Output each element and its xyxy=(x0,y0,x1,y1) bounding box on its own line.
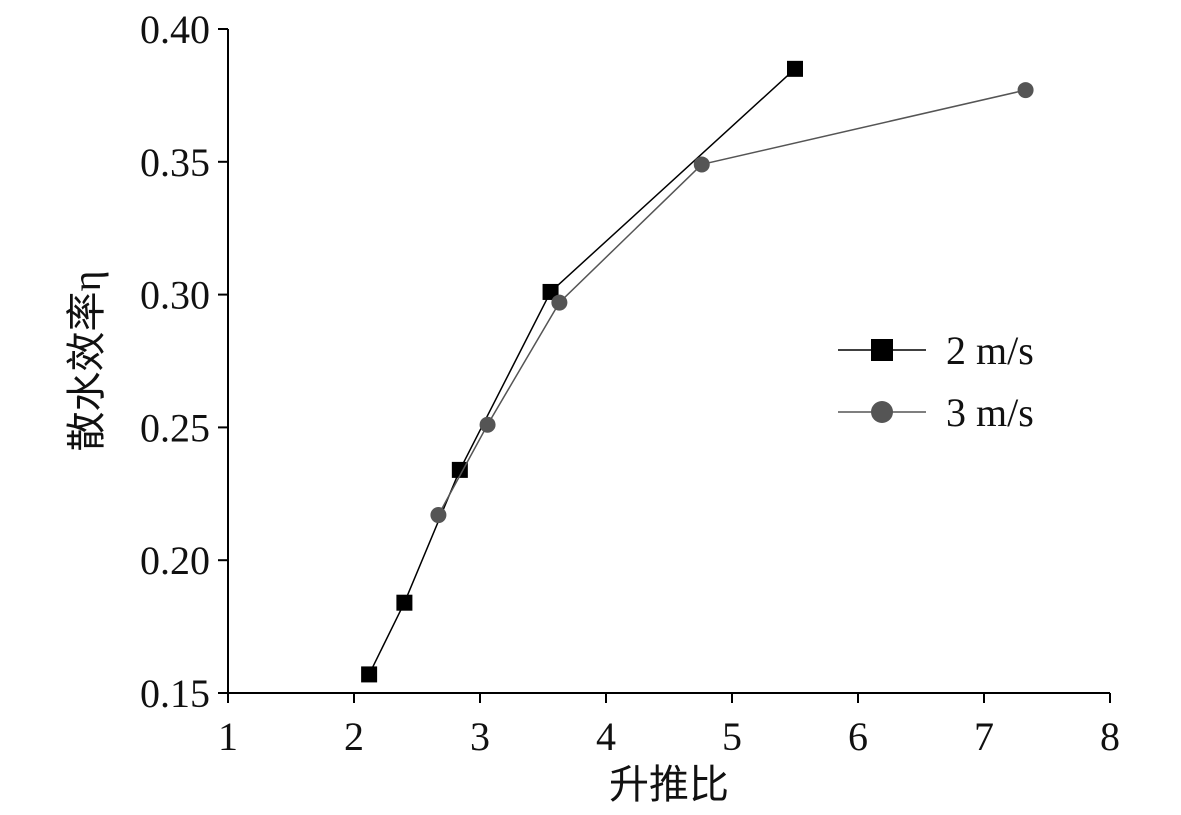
series-line xyxy=(437,89,1026,516)
x-axis-title: 升推比 xyxy=(609,762,729,807)
data-point xyxy=(430,507,447,524)
y-tick-label: 0.30 xyxy=(140,273,210,318)
data-point xyxy=(551,294,568,311)
y-tick-label: 0.20 xyxy=(140,538,210,583)
x-tick-label: 7 xyxy=(974,714,994,759)
data-point xyxy=(1017,82,1034,99)
legend-label: 2 m/s xyxy=(946,328,1034,373)
legend-marker xyxy=(871,339,893,361)
data-point xyxy=(396,594,413,611)
series-line xyxy=(368,68,796,675)
y-tick-label: 0.15 xyxy=(140,671,210,716)
x-tick-label: 6 xyxy=(848,714,868,759)
data-point xyxy=(693,156,710,173)
data-point xyxy=(787,60,803,77)
x-tick-label: 1 xyxy=(218,714,238,759)
x-tick-label: 8 xyxy=(1100,714,1120,759)
data-point xyxy=(451,461,468,478)
legend-label: 3 m/s xyxy=(946,390,1034,435)
y-axis-title: 散水效率η xyxy=(64,271,109,452)
x-tick-label: 5 xyxy=(722,714,742,759)
y-tick-label: 0.25 xyxy=(140,405,210,450)
data-point xyxy=(542,283,559,300)
data-point xyxy=(479,416,496,433)
data-point xyxy=(361,666,378,683)
y-tick-label: 0.35 xyxy=(140,140,210,185)
x-tick-label: 4 xyxy=(596,714,616,759)
x-tick-label: 2 xyxy=(344,714,364,759)
legend-marker xyxy=(871,401,893,423)
y-tick-label: 0.40 xyxy=(140,7,210,52)
x-tick-label: 3 xyxy=(470,714,490,759)
